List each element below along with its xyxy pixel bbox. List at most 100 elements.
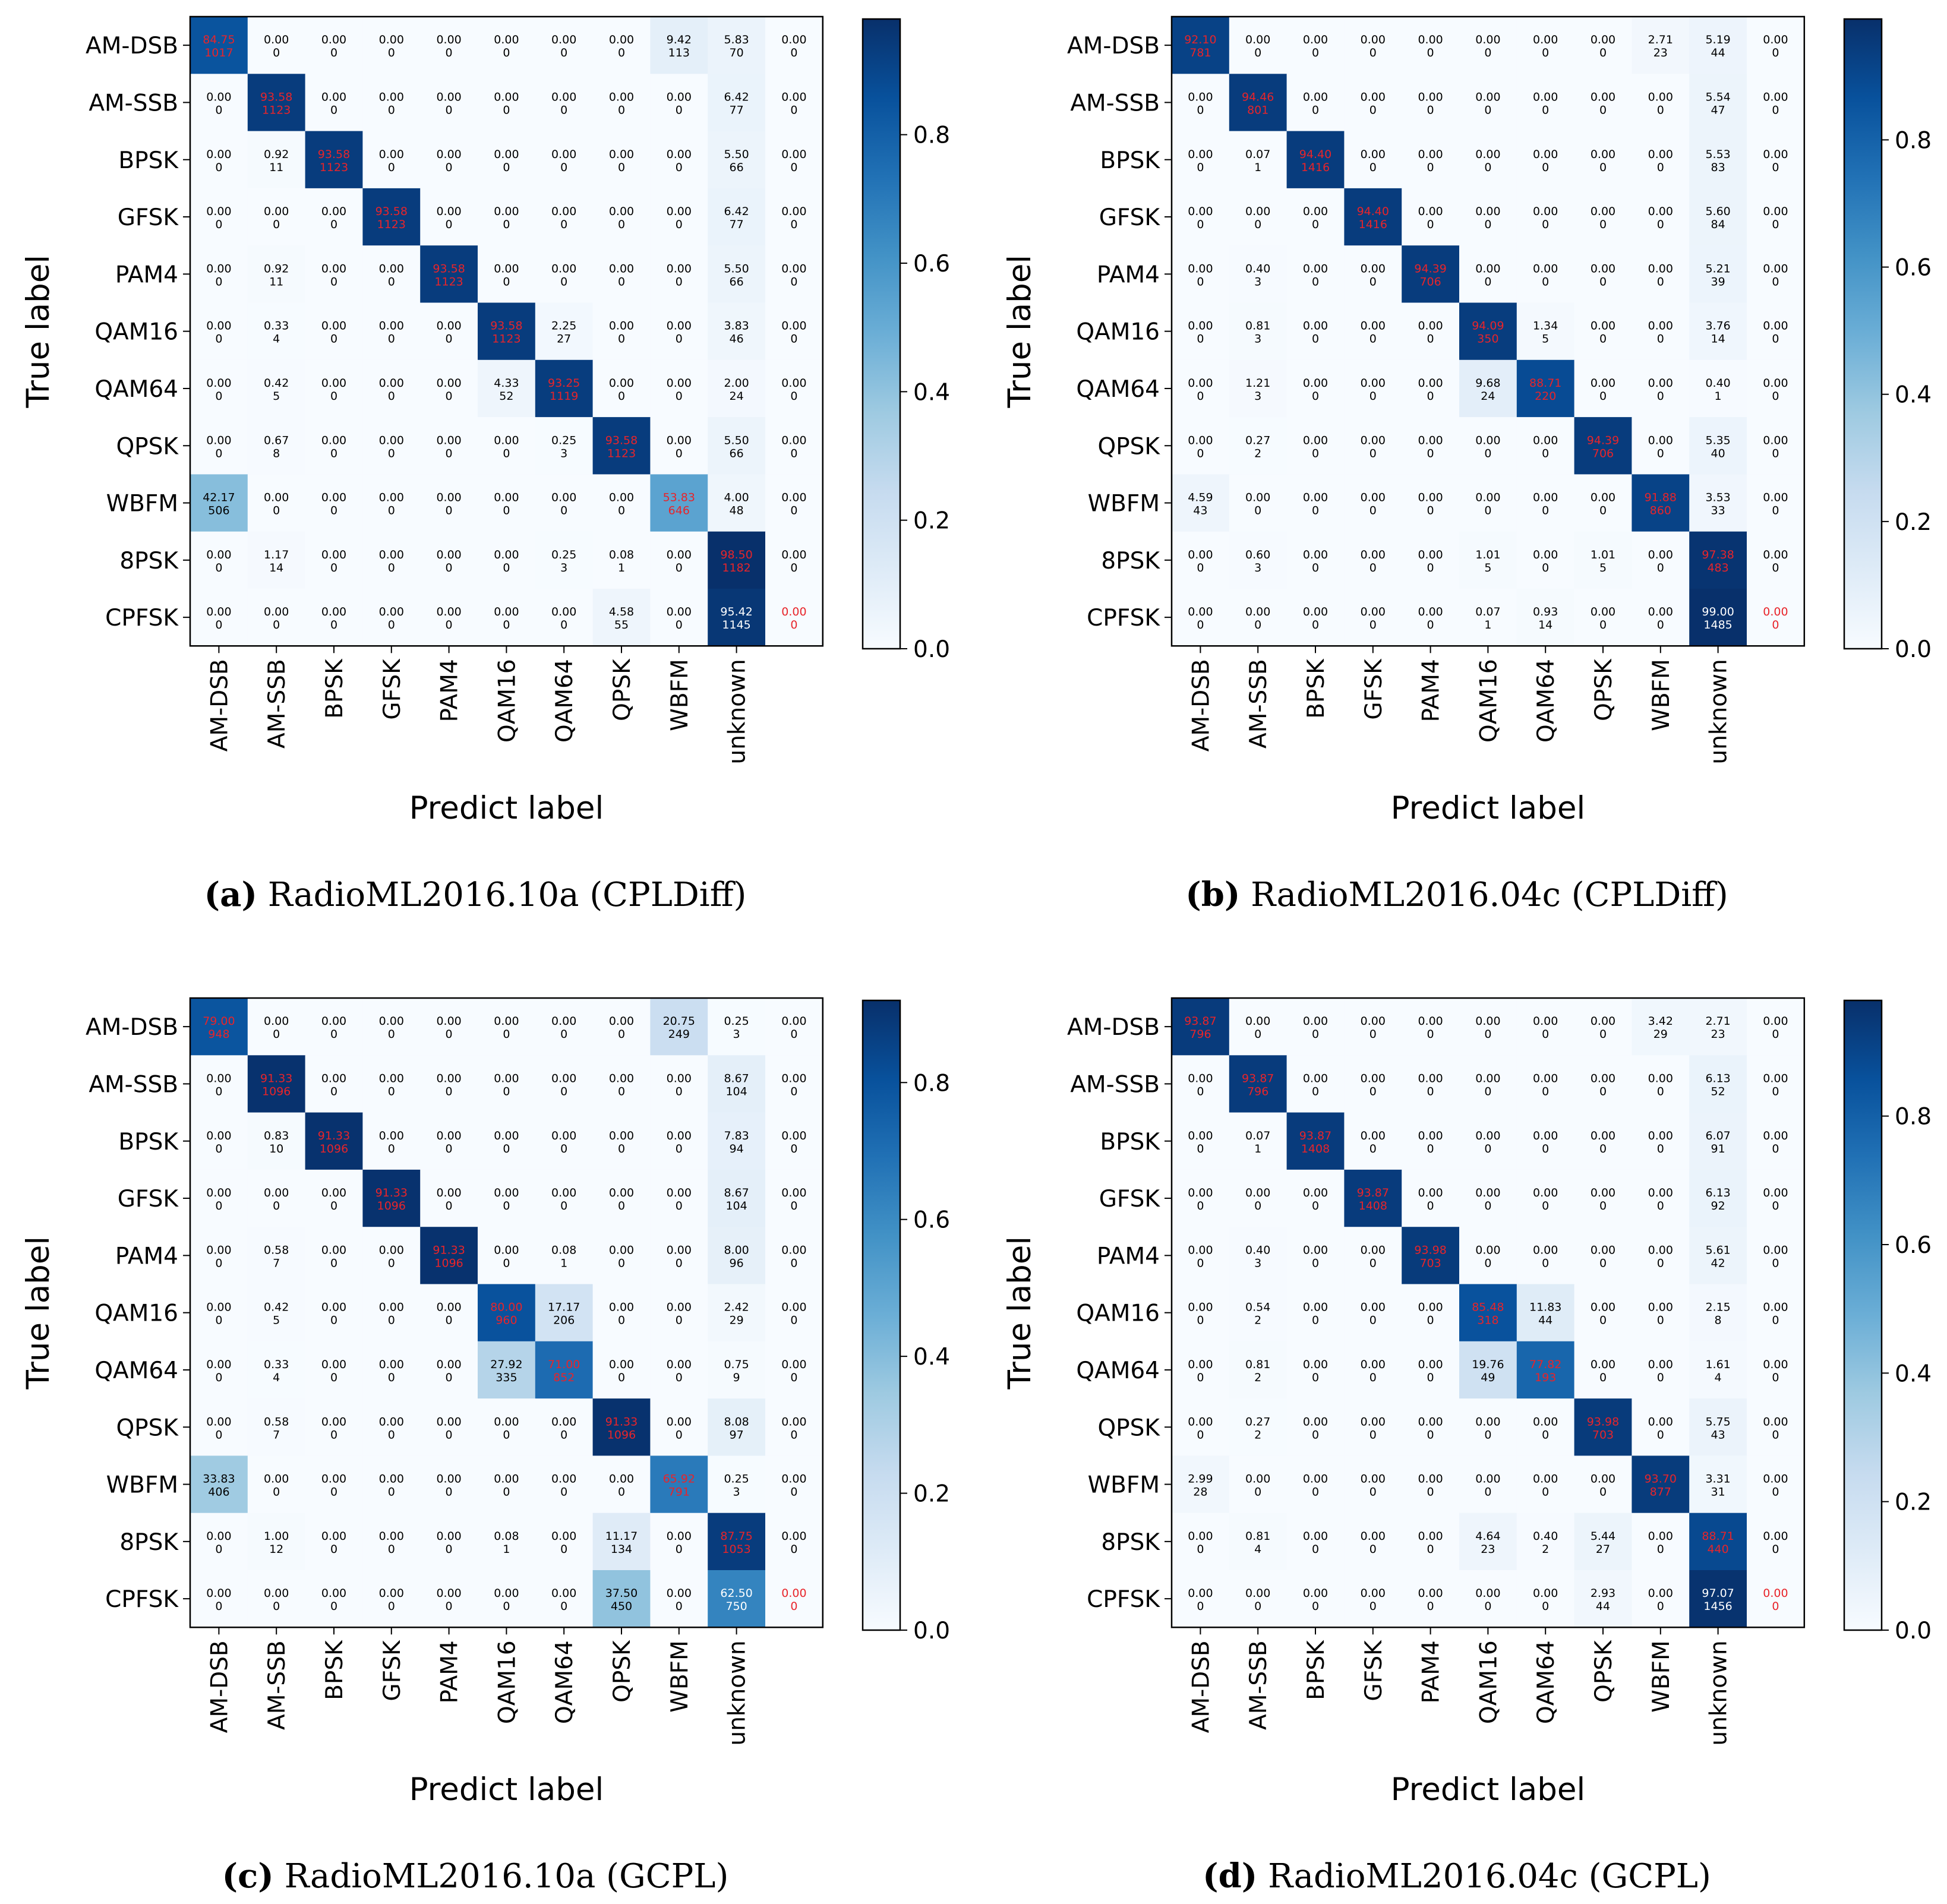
heatmap-cell (1689, 188, 1747, 246)
y-tick-label: GFSK (1099, 204, 1161, 231)
x-tick-label: unknown (1706, 1640, 1733, 1745)
cell-percent-label: 1.61 (1705, 1358, 1730, 1371)
cell-percent-label: 1.01 (1475, 548, 1500, 561)
y-tick-label: AM-SSB (89, 1071, 178, 1098)
cell-percent-label: 0.00 (264, 1473, 289, 1486)
heatmap-cell (1229, 1284, 1288, 1342)
cell-count-label: 0 (1599, 1256, 1607, 1270)
cell-percent-label: 0.00 (781, 1530, 806, 1543)
heatmap-cell (1689, 1570, 1747, 1628)
cell-percent-label: 2.15 (1705, 1301, 1730, 1314)
cell-percent-label: 0.00 (667, 1587, 692, 1600)
cell-percent-label: 0.08 (551, 1243, 576, 1256)
heatmap-cell (1516, 1455, 1575, 1514)
cell-count-label: 27 (1596, 1543, 1610, 1556)
cell-percent-label: 0.00 (206, 1358, 231, 1371)
cell-count-label: 0 (1542, 1085, 1549, 1098)
cell-percent-label: 0.00 (609, 1243, 634, 1256)
cell-percent-label: 0.27 (1245, 434, 1270, 447)
cell-percent-label: 0.00 (1648, 434, 1673, 447)
cell-count-label: 0 (1369, 1142, 1377, 1155)
cell-count-label: 0 (676, 275, 683, 288)
cell-percent-label: 0.00 (1245, 1186, 1270, 1199)
heatmap-cell (1747, 1455, 1805, 1514)
cell-percent-label: 0.00 (1418, 1587, 1443, 1600)
cell-count-label: 1 (1715, 390, 1722, 403)
cell-percent-label: 0.00 (1763, 1129, 1788, 1142)
cell-count-label: 0 (1369, 1600, 1377, 1613)
panel-b: 92.107810.0000.0000.0000.0000.0000.0000.… (1002, 15, 1932, 914)
cell-percent-label: 0.00 (1591, 1243, 1615, 1256)
cell-percent-label: 0.92 (264, 262, 289, 275)
heatmap-cell (305, 359, 363, 418)
cell-count-label: 0 (1484, 1028, 1491, 1041)
cell-count-label: 1 (560, 1256, 567, 1270)
cell-percent-label: 0.00 (667, 605, 692, 618)
cell-percent-label: 5.50 (724, 262, 749, 275)
heatmap-cell (1747, 188, 1805, 246)
heatmap-cell (708, 531, 766, 589)
panel-a: 84.7510170.0000.0000.0000.0000.0000.0000… (20, 15, 950, 914)
cell-percent-label: 0.00 (1418, 1358, 1443, 1371)
heatmap-cell (592, 1398, 651, 1456)
x-tick-label: unknown (1706, 659, 1733, 764)
heatmap-cell (1402, 302, 1460, 361)
cell-count-label: 0 (388, 1028, 395, 1041)
cell-percent-label: 0.00 (1303, 1587, 1328, 1600)
cell-count-label: 0 (618, 218, 625, 231)
cell-percent-label: 5.83 (724, 33, 749, 46)
cell-percent-label: 0.00 (1303, 377, 1328, 390)
cell-percent-label: 5.35 (1705, 434, 1730, 447)
cell-percent-label: 0.00 (1763, 1587, 1788, 1600)
cell-percent-label: 0.00 (781, 320, 806, 333)
heatmap-cell (1172, 131, 1230, 189)
cell-count-label: 0 (1369, 1085, 1377, 1098)
cell-count-label: 0 (1312, 618, 1319, 631)
heatmap-cell (535, 1227, 594, 1284)
heatmap-cell (190, 245, 248, 303)
cell-percent-label: 42.17 (203, 491, 235, 504)
heatmap-cell (1459, 531, 1517, 589)
cell-count-label: 0 (1772, 1486, 1779, 1499)
cell-percent-label: 0.00 (206, 148, 231, 161)
cell-percent-label: 65.92 (663, 1473, 695, 1486)
cell-percent-label: 0.83 (264, 1129, 289, 1142)
cell-percent-label: 8.00 (724, 1243, 749, 1256)
cell-percent-label: 0.93 (1533, 605, 1558, 618)
y-axis-title: True label (20, 255, 56, 409)
cell-count-label: 0 (676, 218, 683, 231)
heatmap-cell (1632, 1341, 1690, 1399)
heatmap-cell (305, 531, 363, 589)
heatmap-cell (1516, 1284, 1575, 1342)
cell-percent-label: 0.00 (781, 1473, 806, 1486)
cell-percent-label: 0.00 (551, 205, 576, 218)
y-tick-label: CPFSK (1087, 1586, 1160, 1613)
cell-count-label: 0 (1599, 1028, 1607, 1041)
cell-percent-label: 1.00 (264, 1530, 289, 1543)
cell-count-label: 0 (1772, 1371, 1779, 1384)
heatmap-cell (1459, 589, 1517, 646)
cell-count-label: 0 (1484, 218, 1491, 231)
heatmap-cell (305, 74, 363, 132)
cell-count-label: 0 (1599, 103, 1607, 116)
cell-count-label: 0 (1599, 1199, 1607, 1213)
cell-count-label: 0 (330, 1314, 337, 1327)
heatmap-cell (765, 359, 823, 418)
heatmap-cell (1689, 74, 1747, 132)
cell-percent-label: 0.00 (1303, 320, 1328, 333)
cell-count-label: 0 (1599, 504, 1607, 517)
cell-percent-label: 3.83 (724, 320, 749, 333)
cell-count-label: 27 (557, 333, 571, 346)
heatmap-cell (650, 131, 708, 189)
cell-percent-label: 5.53 (1705, 148, 1730, 161)
cell-percent-label: 9.68 (1475, 377, 1500, 390)
panel-caption-text: RadioML2016.04c (CPLDiff) (1240, 876, 1728, 914)
cell-percent-label: 1.21 (1245, 377, 1270, 390)
cell-percent-label: 0.00 (206, 548, 231, 561)
heatmap-cell (1574, 417, 1632, 475)
cell-percent-label: 0.00 (436, 90, 461, 103)
heatmap-cell (478, 74, 536, 132)
heatmap-cell (1747, 74, 1805, 132)
cell-count-label: 0 (1197, 1085, 1204, 1098)
cell-count-label: 0 (1369, 1256, 1377, 1270)
